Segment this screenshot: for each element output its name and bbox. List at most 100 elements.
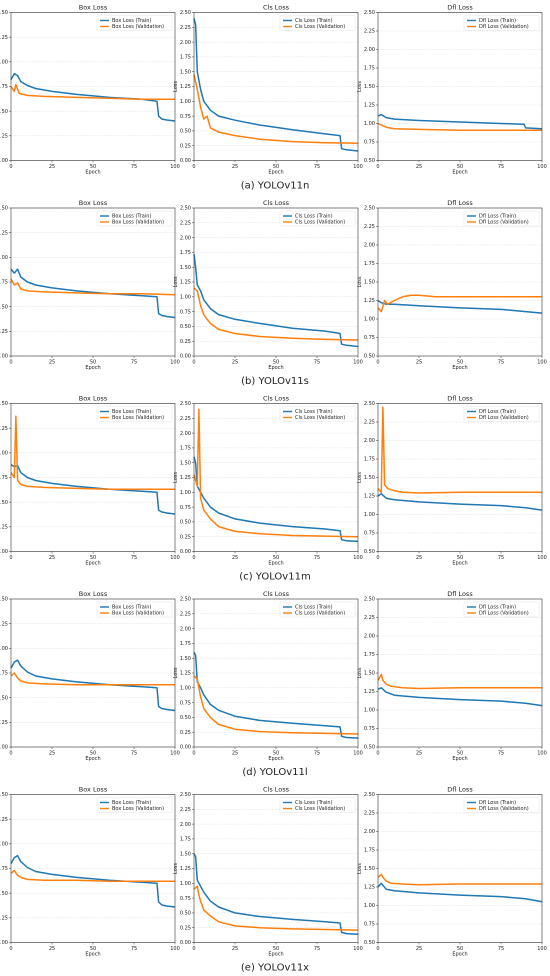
y-tick-label: 1.50: [180, 656, 191, 662]
x-tick-label: 100: [353, 164, 363, 170]
y-tick-label: 0.25: [180, 339, 191, 345]
legend-entry: Dfl Loss (Train): [479, 214, 516, 220]
chart-title: Dfl Loss: [447, 590, 473, 598]
series-line-validation: [377, 873, 542, 886]
x-tick-label: 0: [192, 360, 195, 366]
y-tick-label: 0.75: [0, 671, 8, 677]
y-tick-label: 1.50: [0, 10, 8, 16]
y-tick-label: 1.25: [0, 817, 8, 823]
x-axis-label: Epoch: [85, 952, 100, 958]
x-axis-label: Epoch: [452, 756, 467, 762]
chart-YOLOv11s-cls-loss: Cls Loss 0.00 0.25 0.50 0.75 1.00 1.25 1.50 1.75…: [173, 199, 363, 371]
x-tick-label: 75: [131, 555, 137, 561]
chart-title: Cls Loss: [263, 4, 290, 12]
x-tick-label: 75: [314, 946, 320, 952]
x-tick-label: 0: [9, 555, 12, 561]
x-tick-label: 100: [353, 555, 363, 561]
y-tick-label: 0.50: [0, 500, 8, 506]
y-tick-label: 0.50: [0, 695, 8, 701]
x-tick-label: 75: [498, 360, 504, 366]
legend-box: [463, 406, 540, 422]
chart-title: Cls Loss: [263, 590, 290, 598]
legend-entry: Dfl Loss (Train): [479, 605, 516, 611]
y-tick-label: 0.50: [180, 911, 191, 917]
x-tick-label: 25: [232, 360, 238, 366]
x-tick-label: 75: [498, 164, 504, 170]
legend-entry: Dfl Loss (Validation): [479, 415, 529, 421]
y-tick-label: 1.75: [180, 250, 191, 256]
series-line-validation: [377, 294, 542, 313]
y-tick-label: 0.00: [180, 940, 191, 946]
y-tick-label: 2.00: [364, 47, 375, 53]
series-line-train: [10, 72, 176, 122]
legend-box: [96, 797, 173, 813]
legend-entry: Cls Loss (Train): [295, 409, 333, 415]
y-tick-label: 1.00: [364, 903, 375, 909]
x-tick-label: 100: [170, 946, 180, 952]
x-tick-label: 75: [314, 555, 320, 561]
x-axis-label: Epoch: [268, 561, 283, 567]
series-line-validation: [10, 869, 175, 883]
chart-YOLOv11m-dfl-loss: Dfl Loss 0.50 0.75 1.00 1.25 1.50 1.75 2.00 2.25…: [357, 395, 547, 567]
x-tick-label: 50: [90, 360, 96, 366]
y-tick-label: 1.25: [364, 689, 375, 695]
row-caption: (a) YOLOv11n: [241, 181, 310, 192]
chart-YOLOv11s-dfl-loss: Dfl Loss 0.50 0.75 1.00 1.25 1.50 1.75 2.00 2.25…: [357, 199, 547, 371]
y-tick-label: 2.50: [180, 206, 191, 212]
legend-box: [279, 15, 356, 31]
series-line-validation: [377, 122, 542, 131]
y-tick-label: 1.25: [364, 494, 375, 500]
legend-box: [96, 601, 173, 618]
legend-entry: Dfl Loss (Validation): [479, 220, 529, 226]
y-tick-label: 0.75: [180, 114, 191, 120]
plot-frame: [377, 598, 543, 748]
y-tick-label: 1.50: [0, 401, 8, 407]
y-tick-label: 1.50: [0, 206, 8, 212]
chart-title: Cls Loss: [263, 199, 290, 207]
x-tick-label: 100: [170, 360, 180, 366]
legend-box: [463, 210, 540, 227]
x-axis-label: Epoch: [85, 756, 100, 762]
y-tick-label: 1.00: [180, 686, 191, 692]
legend-box: [96, 210, 173, 227]
y-tick-label: 2.00: [364, 243, 375, 249]
x-tick-label: 100: [537, 164, 547, 170]
series-line-train: [377, 299, 543, 314]
x-tick-label: 25: [49, 751, 55, 757]
y-tick-label: 1.00: [0, 60, 8, 66]
series-line-validation: [193, 408, 359, 538]
y-tick-label: 0.25: [180, 143, 191, 149]
y-tick-label: 1.25: [0, 230, 8, 236]
chart-title: Cls Loss: [263, 786, 290, 794]
x-tick-label: 50: [273, 946, 279, 952]
y-tick-label: 1.25: [180, 280, 191, 286]
plot-frame: [10, 12, 176, 161]
series-line-train: [377, 882, 543, 903]
x-axis-label: Epoch: [85, 561, 100, 567]
y-tick-label: 1.50: [364, 84, 375, 90]
y-tick-label: 1.00: [180, 99, 191, 105]
x-axis-label: Epoch: [452, 561, 467, 567]
x-tick-label: 100: [170, 555, 180, 561]
legend-box: [279, 210, 356, 227]
y-tick-label: 1.25: [180, 475, 191, 481]
x-tick-label: 25: [49, 555, 55, 561]
series-line-train: [10, 268, 176, 319]
y-tick-label: 2.25: [180, 25, 191, 31]
y-tick-label: 1.25: [364, 298, 375, 304]
plot-frame: [193, 207, 359, 357]
legend-entry: Cls Loss (Validation): [295, 415, 345, 421]
plot-frame: [377, 12, 543, 161]
y-tick-label: 1.75: [364, 457, 375, 463]
y-tick-label: 2.50: [364, 792, 375, 798]
y-tick-label: 1.00: [364, 512, 375, 518]
x-tick-label: 50: [90, 946, 96, 952]
x-tick-label: 50: [273, 360, 279, 366]
y-tick-label: 0.50: [364, 158, 375, 164]
y-tick-label: 2.00: [180, 626, 191, 632]
x-tick-label: 25: [232, 946, 238, 952]
y-tick-label: 1.50: [364, 475, 375, 481]
x-tick-label: 50: [457, 555, 463, 561]
legend-entry: Dfl Loss (Train): [479, 18, 516, 24]
y-tick-label: 0.50: [180, 129, 191, 135]
